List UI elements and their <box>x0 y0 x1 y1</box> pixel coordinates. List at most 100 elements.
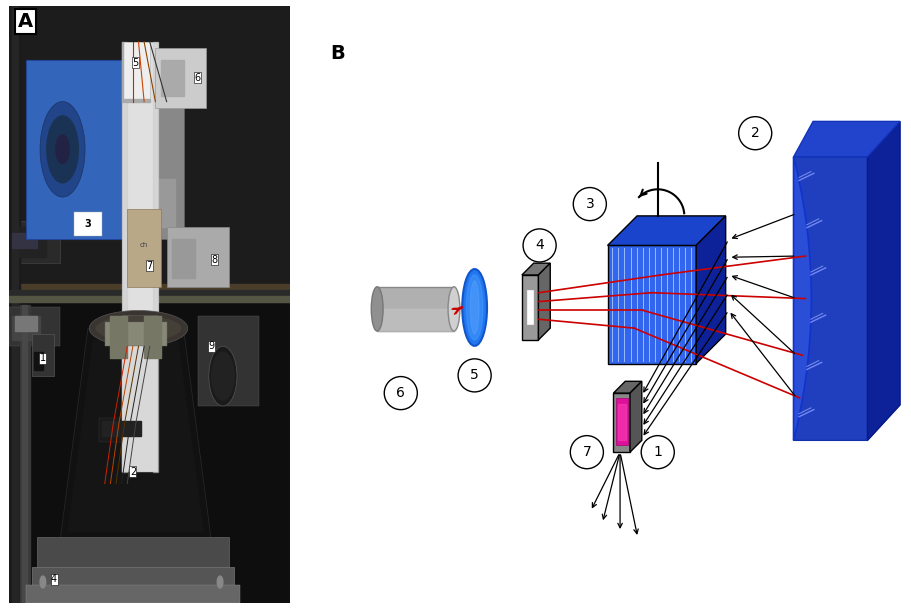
Bar <box>15 317 37 331</box>
Bar <box>105 322 167 347</box>
Text: 6: 6 <box>396 386 404 400</box>
Polygon shape <box>793 157 811 440</box>
Bar <box>155 48 206 108</box>
Bar <box>26 585 240 603</box>
Bar <box>9 308 60 347</box>
Polygon shape <box>521 275 537 340</box>
Text: 6: 6 <box>194 72 200 83</box>
Text: 9: 9 <box>209 341 214 351</box>
Bar <box>9 295 290 301</box>
Circle shape <box>573 188 606 220</box>
Text: 3: 3 <box>585 197 594 211</box>
Bar <box>121 317 158 471</box>
Ellipse shape <box>89 311 188 347</box>
Bar <box>144 317 161 358</box>
Bar <box>35 352 43 370</box>
Bar <box>526 290 533 325</box>
Bar <box>615 398 627 445</box>
Text: ch: ch <box>139 242 148 248</box>
Text: 3: 3 <box>85 219 91 229</box>
Text: 7: 7 <box>582 445 590 459</box>
Text: 8: 8 <box>211 255 218 265</box>
Ellipse shape <box>371 287 383 331</box>
Text: 5: 5 <box>470 368 478 382</box>
Polygon shape <box>68 340 203 531</box>
Text: 1: 1 <box>40 353 46 363</box>
Polygon shape <box>521 263 549 275</box>
Ellipse shape <box>462 269 486 346</box>
Circle shape <box>58 161 67 180</box>
Polygon shape <box>793 121 899 440</box>
Bar <box>121 42 149 102</box>
Circle shape <box>217 576 222 588</box>
Text: B: B <box>330 44 344 63</box>
Bar <box>377 309 454 331</box>
Bar <box>128 60 183 239</box>
Bar <box>124 99 149 102</box>
Polygon shape <box>793 121 899 157</box>
Bar <box>617 404 625 440</box>
Text: 4: 4 <box>535 239 543 253</box>
Bar <box>198 317 259 406</box>
Circle shape <box>46 116 78 183</box>
Bar <box>9 6 290 292</box>
Circle shape <box>40 576 46 588</box>
Bar <box>102 421 141 436</box>
Bar <box>9 284 290 292</box>
Circle shape <box>211 352 234 400</box>
Bar <box>377 287 454 331</box>
Bar <box>12 317 40 340</box>
Polygon shape <box>60 328 211 543</box>
Bar <box>136 179 175 227</box>
Bar <box>32 334 54 376</box>
Bar <box>99 418 149 442</box>
Circle shape <box>738 117 771 150</box>
Text: 7: 7 <box>147 261 153 271</box>
Text: 2: 2 <box>129 466 136 477</box>
Bar <box>167 227 229 287</box>
Ellipse shape <box>466 275 483 340</box>
Bar <box>9 298 290 603</box>
Text: 2: 2 <box>750 126 759 140</box>
Bar <box>128 209 161 287</box>
Circle shape <box>40 102 85 197</box>
Text: A: A <box>17 12 33 31</box>
Bar <box>74 212 102 236</box>
Polygon shape <box>695 216 725 364</box>
Circle shape <box>640 435 673 469</box>
Text: 4: 4 <box>51 574 57 584</box>
Polygon shape <box>613 381 641 393</box>
Circle shape <box>68 140 77 159</box>
Bar <box>121 42 128 471</box>
Bar <box>172 239 195 278</box>
Circle shape <box>56 135 69 164</box>
Bar <box>22 304 27 603</box>
Ellipse shape <box>447 287 459 331</box>
Bar <box>9 221 60 262</box>
Bar <box>121 42 123 102</box>
Polygon shape <box>866 121 899 440</box>
Bar <box>9 290 290 301</box>
Circle shape <box>58 118 67 138</box>
Polygon shape <box>630 381 641 452</box>
Polygon shape <box>607 216 725 245</box>
Bar <box>152 42 158 471</box>
Bar <box>121 42 158 471</box>
Ellipse shape <box>470 281 478 334</box>
Ellipse shape <box>97 317 180 340</box>
Bar <box>12 227 46 257</box>
Bar <box>161 60 183 96</box>
Polygon shape <box>613 393 630 452</box>
Circle shape <box>457 359 491 392</box>
Bar <box>20 304 30 603</box>
Bar <box>37 537 229 573</box>
Circle shape <box>209 347 237 406</box>
Polygon shape <box>537 263 549 340</box>
Bar <box>26 60 128 239</box>
Circle shape <box>523 229 556 262</box>
Circle shape <box>569 435 603 469</box>
Bar <box>32 567 234 591</box>
Polygon shape <box>607 245 695 364</box>
Bar <box>110 317 128 358</box>
Text: 5: 5 <box>132 58 138 68</box>
